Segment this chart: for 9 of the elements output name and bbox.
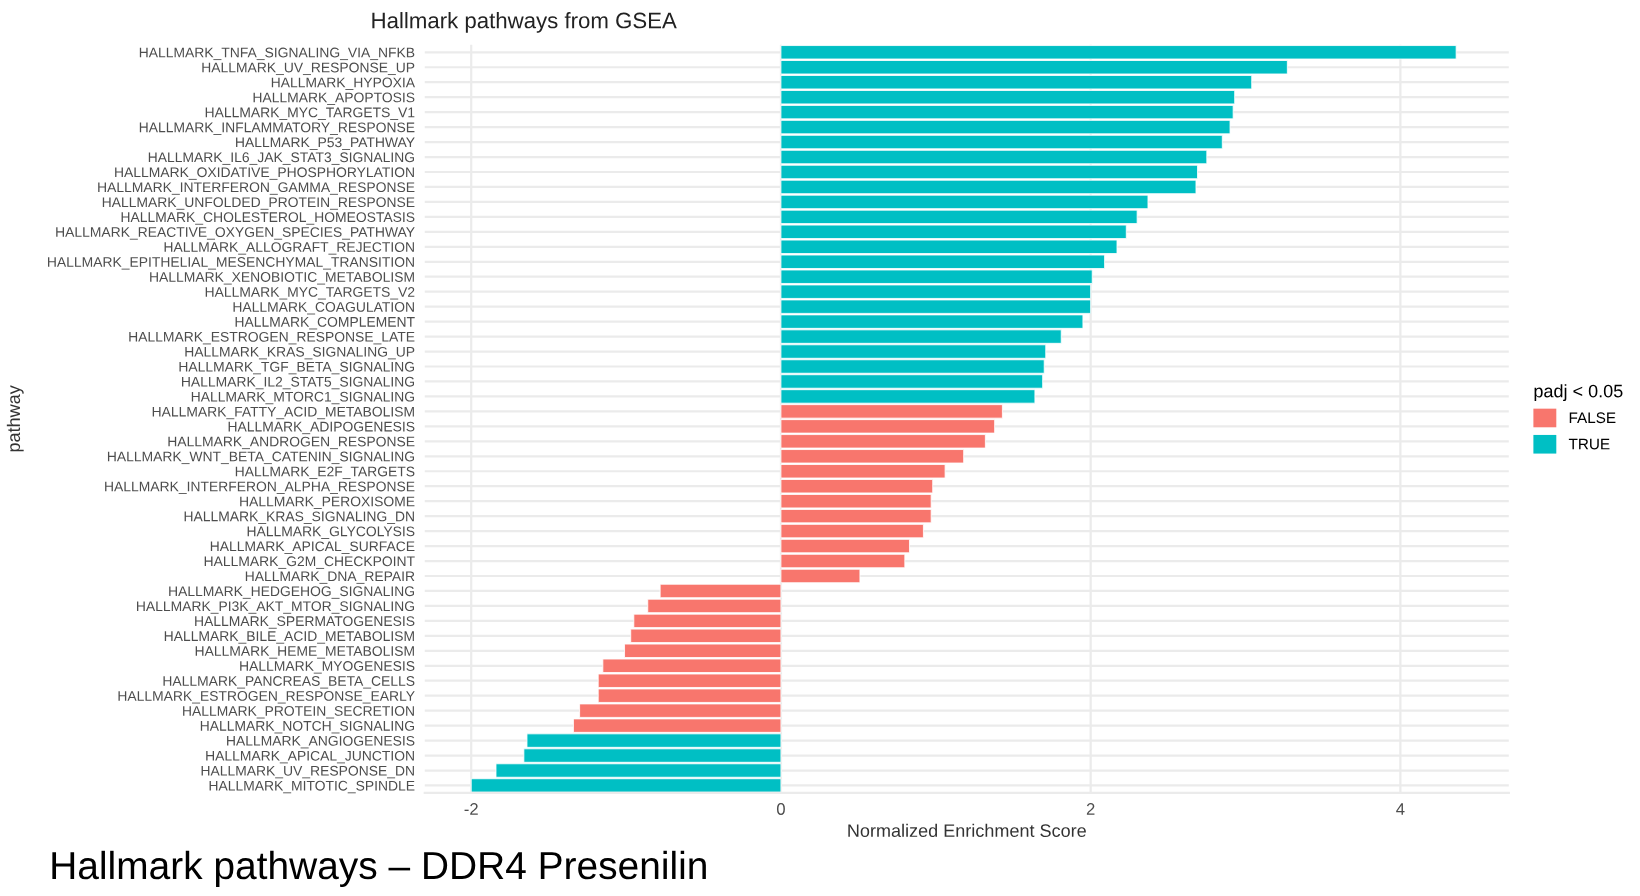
legend-title: padj < 0.05 [1534,384,1623,402]
chart-title: Hallmark pathways from GSEA [372,12,677,33]
y-axis-title: pathway [6,385,24,452]
x-tick-label: 2 [1086,803,1095,815]
x-tick-label: 0 [776,803,785,815]
x-tick-label: 4 [1396,803,1405,815]
x-axis-title: Normalized Enrichment Score [848,823,1086,838]
text: Hallmark pathways – DDR4 Presenilin [52,850,706,888]
x-tick-label: -2 [464,803,478,815]
